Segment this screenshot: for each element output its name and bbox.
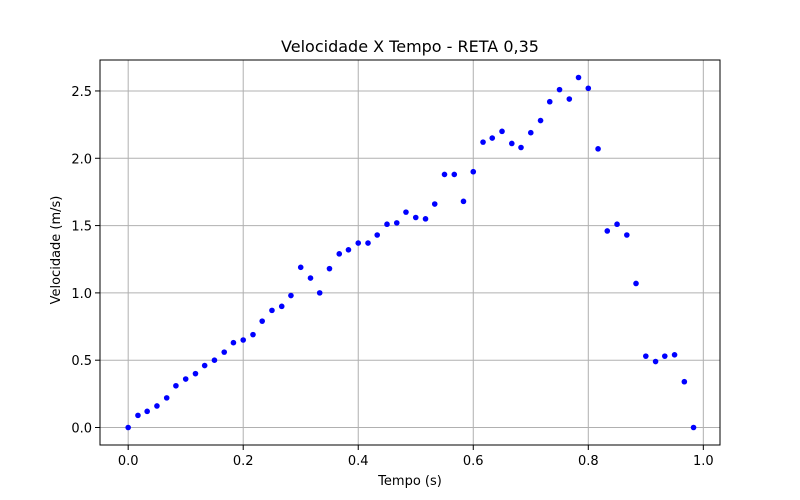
data-point [451, 171, 458, 178]
chart-title: Velocidade X Tempo - RETA 0,35 [281, 37, 539, 56]
data-point [403, 209, 409, 215]
data-point [604, 228, 611, 234]
data-point [480, 139, 486, 145]
data-point [307, 275, 314, 281]
data-point [537, 117, 544, 124]
y-tick-label: 0.5 [71, 354, 92, 369]
data-point [125, 424, 131, 431]
data-point [633, 280, 639, 287]
data-point [508, 140, 515, 147]
data-point [144, 408, 150, 415]
data-points [125, 74, 697, 431]
x-tick-label: 0.4 [348, 454, 369, 469]
data-point [527, 129, 534, 136]
data-point [384, 221, 390, 228]
data-point [470, 168, 477, 175]
y-axis-ticks: 0.0 0.5 1.0 1.5 2.0 2.5 [71, 85, 100, 437]
data-point [240, 337, 247, 343]
data-point [250, 331, 256, 338]
data-point [316, 290, 323, 296]
data-point [355, 240, 362, 246]
data-point [221, 349, 228, 355]
data-point [259, 318, 265, 324]
data-point [690, 424, 697, 431]
data-point [374, 232, 381, 238]
data-point [422, 216, 429, 222]
data-point [518, 144, 524, 151]
data-point [546, 98, 553, 105]
data-point [489, 135, 496, 141]
data-point [575, 74, 582, 81]
y-tick-label: 1.0 [71, 287, 92, 302]
data-point [269, 307, 275, 314]
data-point [431, 201, 438, 207]
data-point [365, 240, 371, 246]
data-point [614, 221, 620, 228]
x-tick-label: 0.6 [463, 454, 484, 469]
x-axis-ticks: 0.0 0.2 0.4 0.6 0.8 1.0 [118, 445, 714, 469]
data-point [556, 86, 563, 93]
x-tick-label: 0.2 [233, 454, 254, 469]
data-point [154, 403, 160, 409]
y-axis-label: Velocidade (m/s) [49, 196, 64, 305]
data-point [297, 264, 304, 271]
data-point [211, 357, 218, 363]
y-tick-label: 2.0 [71, 152, 92, 167]
x-axis-label: Tempo (s) [377, 474, 442, 489]
data-point [643, 353, 649, 359]
data-point [624, 232, 630, 238]
x-tick-label: 0.8 [578, 454, 599, 469]
data-point [326, 265, 333, 272]
x-tick-label: 1.0 [693, 454, 714, 469]
data-point [163, 395, 170, 401]
data-point [182, 376, 189, 382]
data-point [441, 171, 448, 178]
data-point [499, 128, 505, 135]
data-point [412, 214, 419, 221]
y-tick-label: 0.0 [71, 422, 92, 437]
data-point [460, 198, 467, 205]
data-point [595, 146, 601, 152]
data-point [681, 378, 688, 385]
data-point [278, 303, 285, 310]
plot-frame [99, 59, 721, 446]
data-point [135, 412, 141, 419]
data-point [336, 251, 343, 257]
data-point [201, 362, 208, 369]
y-tick-label: 2.5 [71, 85, 92, 100]
data-point [661, 353, 668, 359]
data-point [652, 358, 659, 365]
data-point [671, 352, 678, 358]
data-point [288, 292, 294, 299]
data-point [173, 382, 179, 389]
data-point [585, 85, 592, 92]
y-tick-label: 1.5 [71, 220, 92, 235]
x-tick-label: 0.0 [118, 454, 139, 469]
data-point [230, 339, 237, 346]
data-point [192, 370, 199, 377]
data-point [566, 96, 573, 102]
data-point [393, 220, 400, 226]
data-point [345, 247, 352, 253]
